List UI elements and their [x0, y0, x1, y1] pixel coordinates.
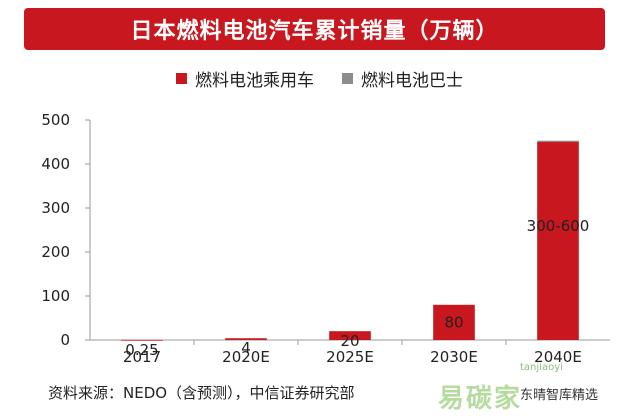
legend-item-passenger: 燃料电池乘用车	[176, 66, 314, 91]
watermark-url: tanjiaoyi	[520, 362, 563, 373]
watermark-credit: 东晴智库精选	[520, 384, 599, 403]
x-tick-label: 2030E	[430, 348, 478, 366]
y-tick-label: 0	[60, 331, 70, 349]
x-tick-label: 2040E	[534, 348, 582, 366]
data-label: 300-600	[527, 217, 590, 235]
source-note: 资料来源：NEDO（含预测），中信证券研究部	[48, 384, 355, 402]
y-tick-label: 500	[41, 111, 70, 129]
bar-passenger	[121, 339, 163, 341]
y-tick-label: 200	[41, 243, 70, 261]
legend-label-bus: 燃料电池巴士	[361, 71, 463, 91]
data-label: 80	[444, 313, 463, 331]
y-tick-label: 300	[41, 199, 70, 217]
watermark-logo: 易碳家	[438, 384, 523, 414]
x-tick-label: 2020E	[222, 348, 270, 366]
y-tick-label: 100	[41, 287, 70, 305]
legend-item-bus: 燃料电池巴士	[342, 66, 463, 91]
bar-passenger	[433, 304, 475, 340]
x-tick-label: 2017	[123, 348, 161, 366]
bar-passenger	[329, 331, 371, 340]
bar-bus	[537, 140, 579, 142]
legend-swatch-bus	[342, 73, 353, 84]
data-label: 4	[241, 339, 251, 357]
chart-title: 日本燃料电池汽车累计销量（万辆）	[24, 8, 605, 50]
y-tick-label: 400	[41, 155, 70, 173]
legend-label-passenger: 燃料电池乘用车	[195, 71, 314, 91]
data-label: 0.25	[125, 341, 158, 359]
data-label: 20	[340, 332, 359, 350]
bar-passenger	[537, 142, 579, 340]
legend-swatch-passenger	[176, 73, 187, 84]
x-tick-label: 2025E	[326, 348, 374, 366]
legend: 燃料电池乘用车 燃料电池巴士	[176, 66, 463, 91]
bar-passenger	[225, 338, 267, 340]
